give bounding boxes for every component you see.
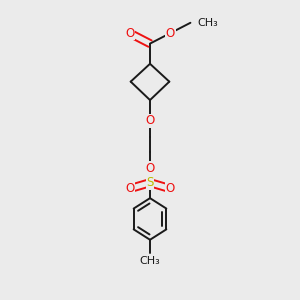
Text: O: O [125,182,134,195]
Text: O: O [146,114,154,128]
Text: S: S [146,176,154,189]
Text: O: O [146,162,154,175]
Text: O: O [166,27,175,40]
Text: CH₃: CH₃ [197,18,218,28]
Text: O: O [166,182,175,195]
Text: O: O [125,27,134,40]
Text: CH₃: CH₃ [140,256,160,266]
